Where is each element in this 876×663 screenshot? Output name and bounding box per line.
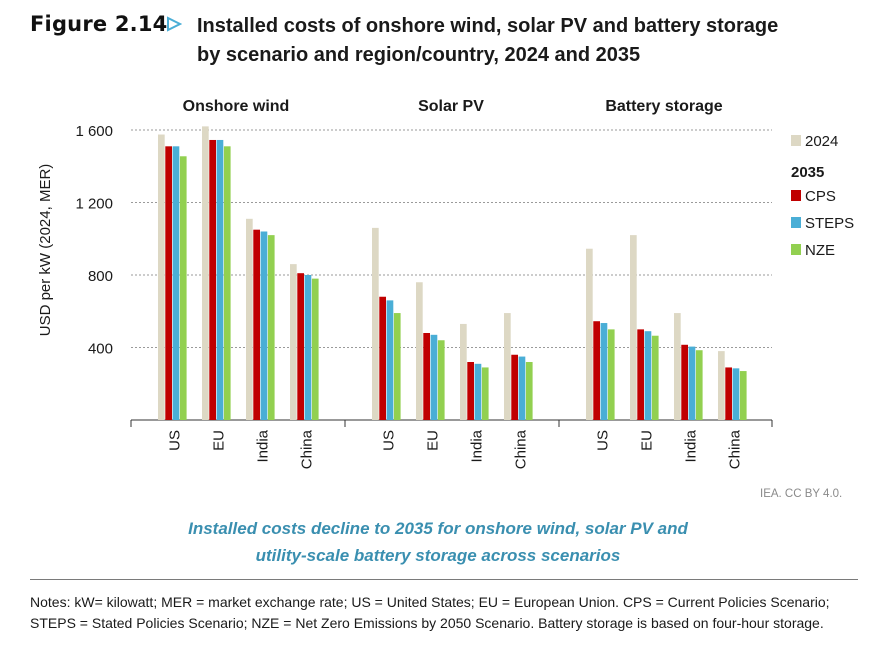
category-label: EU	[211, 430, 228, 451]
bar-2024	[290, 264, 297, 420]
bar-steps	[518, 356, 526, 420]
bar-nze	[525, 362, 533, 420]
source-credit: IEA. CC BY 4.0.	[760, 488, 843, 500]
bar-steps	[644, 331, 652, 420]
cost-chart: 400 800 1 200 1 600 USD per kW (2024, MER) On…	[37, 98, 854, 469]
bar-nze	[179, 156, 187, 420]
legend-group-label: 2035	[791, 164, 824, 181]
bar-2024	[372, 227, 379, 420]
legend-label-cps: CPS	[805, 188, 836, 205]
bar-steps	[304, 275, 312, 420]
bar-cps	[209, 139, 216, 420]
category-label: EU	[639, 430, 656, 451]
figure-label: Figure 2.14	[30, 12, 168, 36]
bar-nze	[437, 340, 445, 420]
legend-label-steps: STEPS	[805, 215, 854, 232]
legend-swatch-nze	[791, 244, 801, 255]
bar-2024	[246, 218, 253, 420]
bar-cps	[423, 333, 430, 420]
legend-swatch-steps	[791, 217, 801, 228]
category-label: China	[299, 429, 316, 469]
legend-swatch-2024	[791, 135, 801, 146]
legend-label-2024: 2024	[805, 133, 838, 150]
bar-2024	[416, 282, 423, 420]
takeaway-line2: utility-scale battery storage across sce…	[255, 546, 621, 565]
notes: Notes: kW= kilowatt; MER = market exchan…	[30, 594, 830, 631]
bar-steps	[260, 231, 268, 420]
bar-steps	[172, 146, 180, 420]
bar-cps	[593, 321, 600, 420]
bar-steps	[732, 368, 740, 420]
bar-steps	[474, 363, 482, 420]
category-label: India	[255, 429, 272, 462]
bar-cps	[165, 146, 172, 420]
bar-nze	[481, 367, 489, 420]
bar-steps	[600, 323, 608, 420]
bar-nze	[651, 335, 659, 420]
panel-title: Solar PV	[418, 98, 484, 115]
category-label: China	[513, 429, 530, 469]
category-label: India	[683, 429, 700, 462]
bar-nze	[311, 278, 319, 420]
figure-title-line1: Installed costs of onshore wind, solar P…	[197, 15, 779, 37]
bar-steps	[386, 300, 394, 420]
takeaway-line1: Installed costs decline to 2035 for onsh…	[188, 519, 688, 538]
bar-steps	[430, 334, 438, 420]
bar-cps	[253, 229, 260, 420]
panel-title: Onshore wind	[183, 98, 290, 115]
notes-divider	[30, 579, 858, 580]
bar-nze	[267, 235, 275, 420]
bar-cps	[681, 344, 688, 420]
category-label: China	[727, 429, 744, 469]
category-label: India	[469, 429, 486, 462]
bar-2024	[158, 134, 165, 420]
bar-2024	[202, 126, 209, 420]
y-tick-label: 1 200	[75, 196, 113, 213]
bar-2024	[674, 313, 681, 420]
figure-arrow-icon	[167, 16, 182, 32]
bar-steps	[688, 346, 696, 420]
panel-title: Battery storage	[605, 98, 722, 115]
bar-nze	[739, 371, 747, 420]
figure-title: Installed costs of onshore wind, solar P…	[197, 12, 837, 70]
bar-nze	[223, 146, 231, 420]
y-tick-label: 800	[88, 268, 113, 285]
bar-cps	[379, 296, 386, 420]
bar-steps	[216, 139, 224, 420]
y-tick-label: 1 600	[75, 123, 113, 140]
figure-title-line2: by scenario and region/country, 2024 and…	[197, 44, 641, 66]
bar-cps	[637, 329, 644, 420]
y-tick-label: 400	[88, 341, 113, 358]
bar-2024	[630, 235, 637, 420]
bar-cps	[725, 367, 732, 420]
bar-2024	[460, 323, 467, 420]
bar-cps	[467, 362, 474, 420]
category-label: US	[381, 430, 398, 451]
bar-nze	[393, 313, 401, 420]
category-label: US	[595, 430, 612, 451]
bar-2024	[586, 248, 593, 420]
takeaway: Installed costs decline to 2035 for onsh…	[0, 515, 876, 569]
category-label: US	[167, 430, 184, 451]
category-label: EU	[425, 430, 442, 451]
y-axis-label: USD per kW (2024, MER)	[37, 164, 54, 337]
bar-cps	[297, 273, 304, 420]
bar-nze	[695, 350, 703, 420]
bar-2024	[504, 313, 511, 420]
bar-nze	[607, 329, 615, 420]
legend-label-nze: NZE	[805, 242, 835, 259]
bar-cps	[511, 354, 518, 420]
legend-swatch-cps	[791, 190, 801, 201]
bar-2024	[718, 351, 725, 420]
